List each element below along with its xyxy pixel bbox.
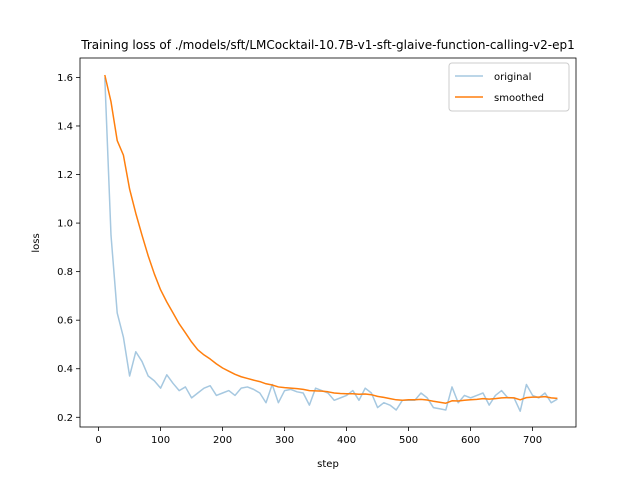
y-tick-label: 1.6 [57, 73, 73, 84]
y-tick-label: 0.4 [57, 364, 73, 375]
y-axis: 0.2 0.4 0.6 0.8 1.0 1.2 1.4 1.6 [57, 73, 80, 424]
x-tick-label: 200 [213, 435, 232, 446]
y-tick-label: 1.2 [57, 170, 73, 181]
x-axis: 0 100 200 300 400 500 600 700 [95, 427, 542, 446]
legend-box [448, 62, 570, 112]
x-tick-label: 700 [523, 435, 542, 446]
y-tick-label: 0.8 [57, 267, 73, 278]
x-tick-label: 500 [399, 435, 418, 446]
x-tick-label: 0 [95, 435, 101, 446]
x-axis-label: step [317, 459, 339, 470]
y-tick-label: 1.0 [57, 219, 73, 230]
y-tick-label: 1.4 [57, 121, 73, 132]
x-tick-label: 400 [337, 435, 356, 446]
legend-label-smoothed: smoothed [494, 93, 544, 104]
chart-title: Training loss of ./models/sft/LMCocktail… [80, 38, 574, 52]
series-line-original [104, 77, 558, 412]
series-line-smoothed [104, 74, 558, 404]
legend: original smoothed [448, 62, 570, 112]
y-axis-label: loss [31, 233, 42, 252]
plot-frame [79, 57, 577, 428]
x-tick-label: 600 [461, 435, 480, 446]
y-tick-label: 0.2 [57, 413, 73, 424]
x-tick-label: 300 [275, 435, 294, 446]
y-tick-label: 0.6 [57, 316, 73, 327]
x-tick-label: 100 [151, 435, 170, 446]
legend-label-original: original [494, 72, 531, 83]
